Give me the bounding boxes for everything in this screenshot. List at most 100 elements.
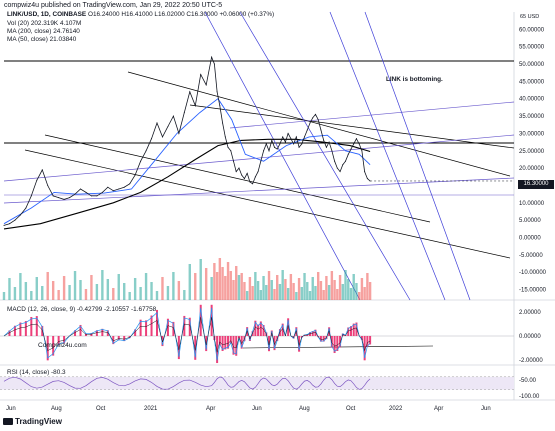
macd-hist-bar [309,332,311,336]
macd-signal-line [3,317,371,353]
price-point [241,174,243,176]
volume-bar [30,291,33,300]
macd-hist-bar [366,336,369,348]
volume-bar [259,290,263,300]
price-point [85,191,87,193]
macd-hist-bar [232,336,235,355]
volume-bar [276,275,279,300]
price-point [227,146,229,148]
macd-tick-label: 0.00000 [519,334,541,340]
legend-macd-values: -0.42799 -2.10557 -1.67758 [76,306,157,313]
macd-hist-bar [95,330,98,336]
time-tick-label: Apr [434,406,443,412]
macd-hist-bar [216,336,219,364]
macd-hist-bar [287,318,290,336]
price-point [161,136,163,138]
price-tick-label: 40.00000 [519,97,545,103]
price-point [178,132,180,134]
macd-hist-bar [63,336,66,344]
volume-bar [352,274,355,300]
rsi-pane [0,376,514,390]
price-point [328,141,330,143]
price-point [58,197,60,199]
volume-bar [295,292,298,300]
volume-bar [292,283,295,300]
volume-bar [224,276,227,300]
macd-tick-label: 2.00000 [519,310,541,316]
volume-bar [286,288,290,300]
price-point [298,146,300,148]
macd-hist-bar [139,319,142,336]
price-point [216,91,218,93]
currency-label: 65 USD [520,14,540,20]
macd-hist-bar [177,336,180,360]
chart-annotation: LINK is bottoming. [386,76,443,83]
price-point [107,186,109,188]
macd-hist-bar [339,336,342,348]
volume-bar [221,267,224,300]
price-point [342,164,344,166]
price-tick-label: 30.00000 [519,131,545,137]
legend-ma200-row: MA (200, close) 24.76140 [7,28,80,35]
volume-bar [46,272,49,300]
volume-bar [251,286,254,300]
volume-bar [106,279,110,300]
macd-hist-bar [254,320,257,336]
volume-bar [79,280,82,300]
volume-bar [2,292,6,300]
volume-bar [57,290,60,300]
time-tick-label: Aug [299,406,310,412]
macd-hist-bar [123,336,126,342]
trendline [329,11,446,301]
legend-ma200-value: 24.76140 [53,28,80,35]
price-point [63,198,65,200]
price-point [317,119,319,121]
time-tick-label: 2022 [389,406,403,412]
price-point [353,143,355,145]
legend-symbol-row: LINK/USD, 1D, COINBASE O16.24000 H16.410… [7,11,274,18]
volume-bar [177,281,181,300]
time-tick-label: Apr [206,406,215,412]
trendlines [3,11,515,349]
price-point [325,146,327,148]
price-point [355,138,357,140]
rsi-tick-label: -100.00 [519,394,540,400]
volume-bar [344,270,347,300]
time-tick-label: Jun [6,406,16,412]
price-point [276,148,278,150]
trendline [44,134,431,223]
trendline [364,11,471,301]
volume-bar [144,273,148,300]
price-point [347,153,349,155]
volume-bar [215,272,219,300]
price-point [118,188,120,190]
macd-hist-bar [13,325,16,336]
price-point [306,129,308,131]
volume-bar [24,282,28,300]
volume-bar [262,276,265,300]
price-point [96,195,98,197]
price-point [211,56,213,58]
price-point [268,150,270,152]
price-tick-label: -5.00000 [519,253,543,259]
volume-bar [357,292,361,300]
price-point [3,224,5,226]
volume-bar [13,287,17,300]
volume-bar [327,285,331,300]
volume-bar [254,272,257,300]
volume-bar [240,273,243,300]
volume-bar [41,286,44,300]
legend-macd-row: MACD (12, 26, close, 9) -0.42799 -2.1055… [7,306,157,313]
footer-brand: TradingView [3,417,62,426]
legend-ma200-label: MA (200, close) [7,28,52,35]
price-point [293,143,295,145]
macd-hist-bar [224,336,227,350]
legend-ma50-row: MA (50, close) 21.03840 [7,36,76,43]
macd-hist-bar [369,336,372,345]
volume-bar [73,271,77,300]
macd-hist-bar [46,336,49,361]
volume-bar [68,285,71,300]
volume-bar [338,275,342,300]
macd-tick-label: -2.00000 [519,358,543,364]
